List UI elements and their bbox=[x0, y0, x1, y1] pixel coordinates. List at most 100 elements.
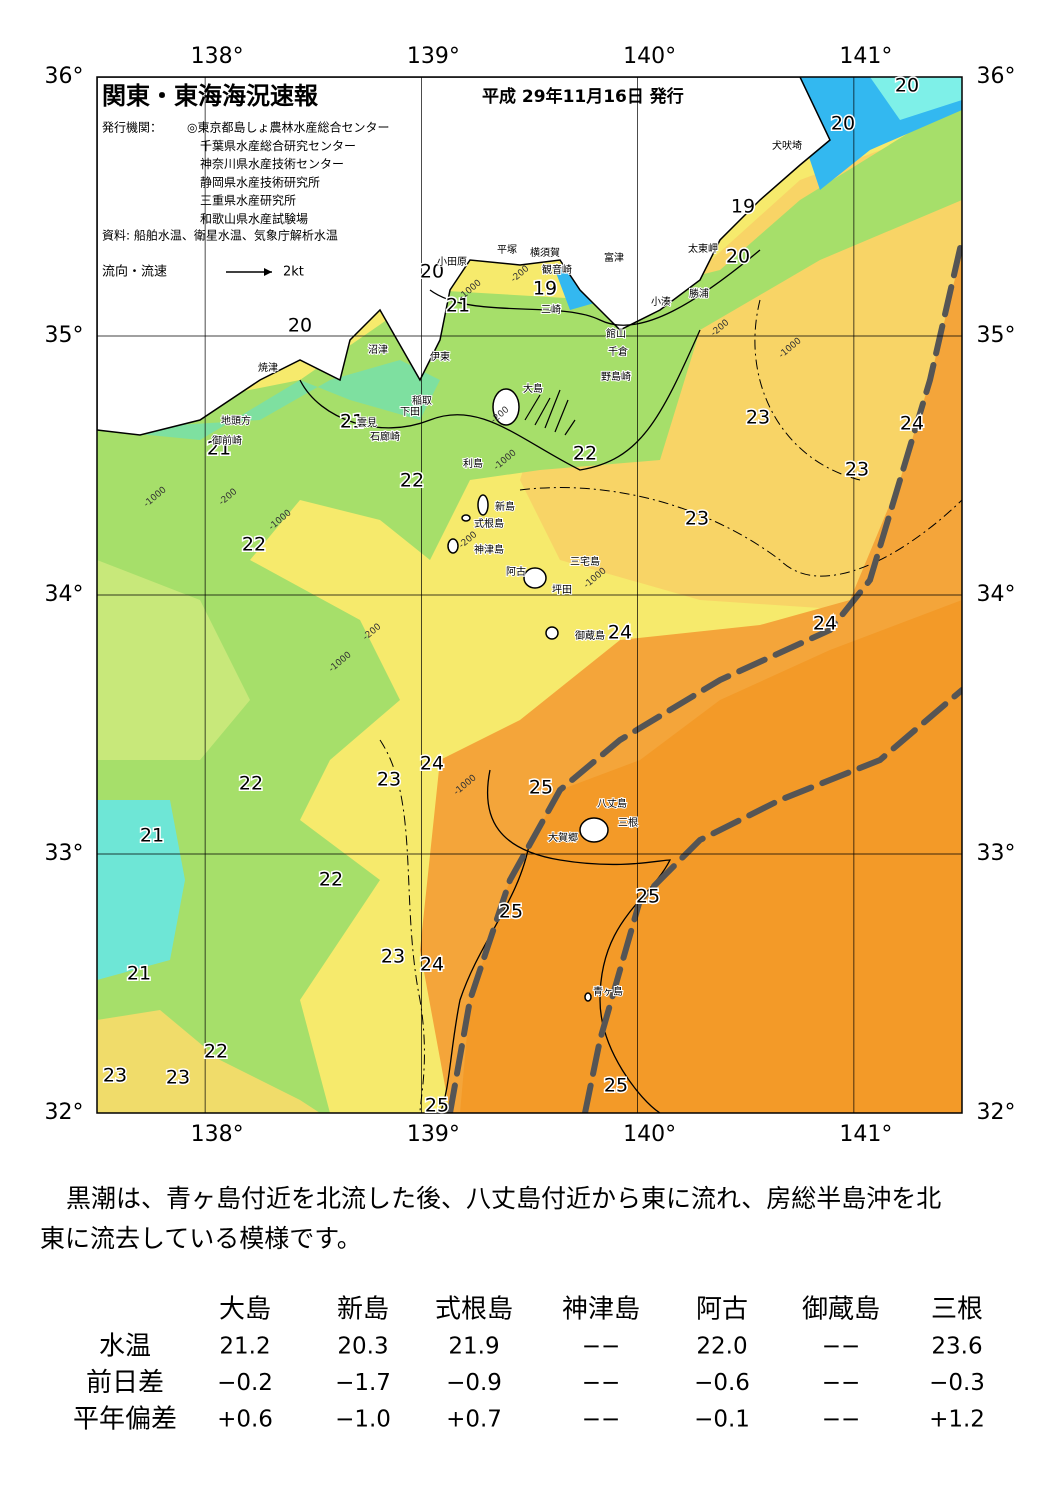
place-name: 大島 bbox=[523, 382, 543, 395]
place-name: 下田 bbox=[400, 407, 420, 418]
place-name: 勝浦 bbox=[689, 287, 709, 300]
place-name: 阿古 bbox=[506, 565, 526, 578]
legend-speed: 2kt bbox=[283, 265, 304, 280]
contour-label: 20 bbox=[420, 261, 444, 283]
table-cell: +0.7 bbox=[446, 1407, 502, 1433]
legend-arrowhead bbox=[264, 268, 272, 276]
place-name: 新島 bbox=[495, 500, 515, 513]
sea-cold bbox=[870, 77, 962, 120]
place-name: 野島崎 bbox=[601, 370, 631, 383]
table-cell: 21.9 bbox=[448, 1334, 499, 1360]
place-name: 御前崎 bbox=[212, 434, 242, 447]
contour-label: 23 bbox=[166, 1067, 190, 1089]
place-name: 青ヶ島 bbox=[593, 985, 623, 998]
place-name: 石廊崎 bbox=[370, 430, 400, 443]
lon-label: 138° bbox=[191, 1122, 244, 1147]
contour-label: 20 bbox=[288, 315, 312, 337]
contour-label: 19 bbox=[731, 196, 755, 218]
contour-label: 22 bbox=[204, 1041, 228, 1063]
isotherms-dashed bbox=[379, 299, 962, 1113]
land bbox=[97, 77, 831, 436]
place-name: 稲取 bbox=[412, 395, 432, 407]
table-column: 新島 bbox=[337, 1295, 389, 1325]
isotherms bbox=[299, 249, 761, 1113]
publisher: ◎東京都島しょ農林水産総合センター bbox=[187, 120, 389, 135]
table-column: 三根 bbox=[931, 1295, 983, 1325]
contour-label: 22 bbox=[242, 534, 266, 556]
lat-label: 33° bbox=[977, 841, 1016, 866]
contour-label: 22 bbox=[573, 443, 597, 465]
contour-label: 24 bbox=[420, 753, 444, 775]
place-name: 雲見 bbox=[357, 417, 377, 429]
table-cell: −− bbox=[582, 1334, 621, 1360]
lat-label: 36° bbox=[977, 64, 1016, 89]
lon-label: 141° bbox=[839, 1122, 892, 1147]
place-name: 三根 bbox=[618, 816, 638, 829]
table-column: 神津島 bbox=[562, 1295, 640, 1325]
summary-line: 黒潮は、青ヶ島付近を北流した後、八丈島付近から東に流れ、房総半島沖を北 bbox=[66, 1184, 941, 1213]
table-cell: −1.0 bbox=[335, 1407, 391, 1433]
kuroshio-axis bbox=[447, 237, 962, 1113]
sea-zone bbox=[97, 1010, 320, 1113]
contour-label: 19 bbox=[533, 278, 557, 300]
contour-label: 22 bbox=[239, 773, 263, 795]
table-cell: −0.6 bbox=[694, 1370, 750, 1396]
table-cell: 20.3 bbox=[337, 1334, 388, 1360]
contour-label: 24 bbox=[420, 954, 444, 976]
contour-label: 25 bbox=[636, 886, 660, 908]
contour-label: 21 bbox=[446, 295, 470, 317]
contour-label: 23 bbox=[381, 946, 405, 968]
publisher: 神奈川県水産技術センター bbox=[200, 156, 344, 171]
sea-zone bbox=[520, 120, 962, 700]
contour-label: 24 bbox=[608, 622, 632, 644]
place-name: 神津島 bbox=[474, 543, 504, 556]
contour-label: 22 bbox=[400, 470, 424, 492]
lat-label: 34° bbox=[45, 582, 84, 607]
lat-label: 32° bbox=[977, 1100, 1016, 1125]
table-cell: −0.3 bbox=[929, 1370, 985, 1396]
contour-label: 21 bbox=[127, 963, 151, 985]
place-name: 沼津 bbox=[368, 343, 388, 356]
place-name: 館山 bbox=[606, 327, 626, 340]
table-cell: 22.0 bbox=[696, 1334, 747, 1360]
contour-label: 23 bbox=[845, 459, 869, 481]
table-cell: −− bbox=[822, 1370, 861, 1396]
lon-label: 141° bbox=[839, 44, 892, 69]
table-cell: −1.7 bbox=[335, 1370, 391, 1396]
lon-label: 140° bbox=[623, 1122, 676, 1147]
contour-label: 20 bbox=[726, 246, 750, 268]
place-name: 大賀郷 bbox=[548, 831, 578, 844]
place-name: 富津 bbox=[604, 251, 624, 264]
table-cell: +0.6 bbox=[217, 1407, 273, 1433]
lat-label: 32° bbox=[45, 1100, 84, 1125]
issue-date: 平成 29年11月16日 発行 bbox=[482, 86, 684, 107]
contour-label: 21 bbox=[207, 438, 231, 460]
place-name: 平塚 bbox=[497, 244, 517, 256]
table-column: 大島 bbox=[219, 1295, 271, 1325]
publisher: 静岡県水産技術研究所 bbox=[200, 174, 320, 189]
place-name: 三崎 bbox=[541, 303, 561, 316]
legend-label: 流向・流速 bbox=[102, 264, 167, 280]
source: 資料: 船舶水温、衛星水温、気象庁解析水温 bbox=[102, 228, 338, 243]
table-cell: −0.9 bbox=[446, 1370, 502, 1396]
publisher: 千葉県水産総合研究センター bbox=[200, 138, 356, 153]
lat-label: 34° bbox=[977, 582, 1016, 607]
table-cell: −− bbox=[822, 1407, 861, 1433]
place-name: 坪田 bbox=[552, 583, 572, 596]
table-cell: −− bbox=[582, 1407, 621, 1433]
lon-label: 139° bbox=[407, 1122, 460, 1147]
contour-label: 25 bbox=[499, 901, 523, 923]
place-name: 三宅島 bbox=[570, 555, 600, 568]
sea-cool bbox=[97, 100, 962, 1113]
place-name: 焼津 bbox=[258, 362, 278, 374]
table-column: 御蔵島 bbox=[802, 1295, 880, 1325]
contour-label: 22 bbox=[319, 869, 343, 891]
contour-label: 20 bbox=[895, 75, 919, 97]
place-name: 横須賀 bbox=[530, 246, 560, 259]
place-name: 観音崎 bbox=[542, 263, 572, 276]
publisher: 和歌山県水産試験場 bbox=[200, 211, 308, 226]
contour-label: 23 bbox=[746, 407, 770, 429]
table-row-label: 前日差 bbox=[86, 1368, 164, 1398]
summary-line: 東に流去している模様です。 bbox=[40, 1224, 362, 1253]
